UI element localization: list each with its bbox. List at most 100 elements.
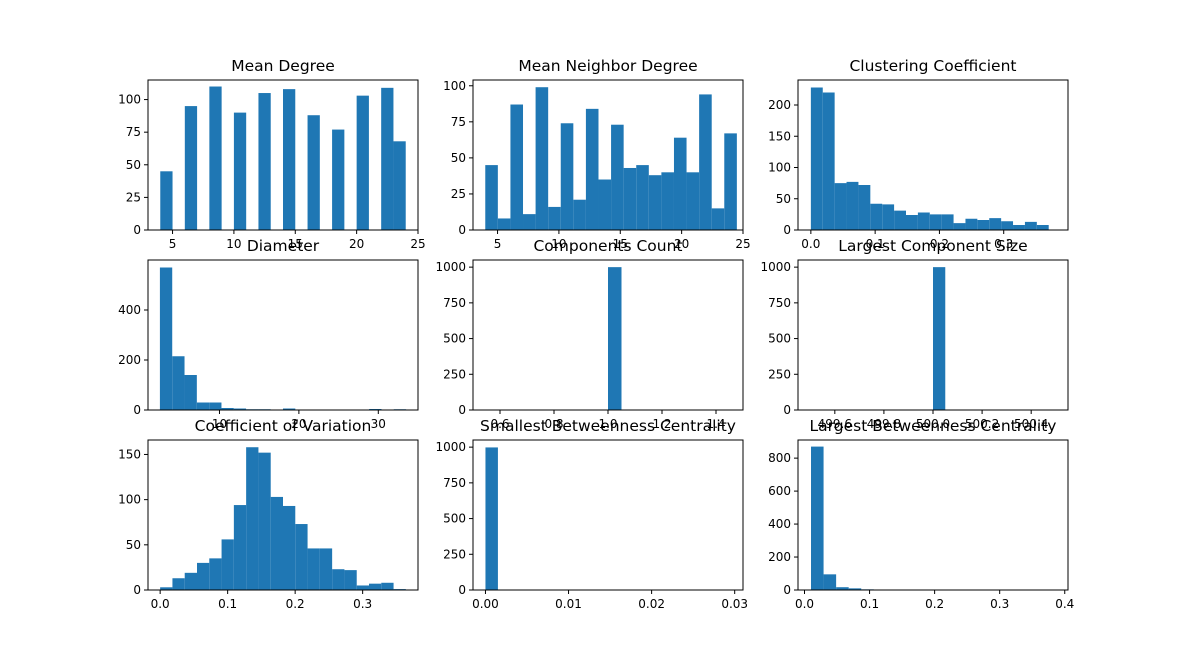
- bar: [159, 267, 173, 410]
- bar: [283, 505, 296, 590]
- bar: [811, 446, 824, 590]
- bar: [332, 129, 345, 230]
- bar: [356, 585, 369, 590]
- y-tick-label: 250: [768, 367, 791, 381]
- x-tick-label: 0.00: [472, 597, 499, 611]
- bar: [184, 572, 197, 590]
- bar: [608, 267, 622, 410]
- subplot-title: Mean Neighbor Degree: [518, 57, 697, 75]
- y-tick-label: 150: [118, 447, 141, 461]
- bar: [977, 220, 990, 230]
- y-tick-label: 1000: [435, 440, 466, 454]
- x-tick-label: 15: [288, 237, 303, 251]
- bar: [933, 267, 946, 410]
- y-tick-label: 50: [126, 538, 141, 552]
- bar: [209, 402, 222, 410]
- bar: [197, 562, 210, 590]
- bar: [523, 214, 536, 230]
- x-tick-label: 25: [735, 237, 750, 251]
- x-tick-label: 0.4: [1055, 597, 1074, 611]
- subplot-1: 5 10 15 20 25 0 25 50 75 100 Mean Degree: [118, 57, 426, 251]
- axes-frame: [797, 439, 1069, 591]
- bar: [560, 123, 574, 230]
- y-tick-label: 100: [768, 161, 791, 175]
- y-tick-label: 75: [451, 115, 466, 129]
- x-tick-label: 0.1: [866, 237, 885, 251]
- bar: [611, 124, 624, 230]
- y-tick-label: 0: [783, 583, 791, 597]
- x-tick-label: 0.0: [151, 597, 170, 611]
- bar: [823, 574, 837, 590]
- y-tick-label: 400: [118, 303, 141, 317]
- y-tick-label: 0: [133, 223, 141, 237]
- bar: [510, 104, 524, 230]
- axes-frame: [147, 259, 419, 411]
- y-tick-label: 250: [443, 547, 466, 561]
- y-tick-label: 25: [451, 187, 466, 201]
- bar: [381, 87, 394, 230]
- x-tick-label: 10: [226, 237, 241, 251]
- x-tick-label: 20: [349, 237, 364, 251]
- bar: [196, 402, 210, 410]
- x-tick-label: 0.0: [795, 597, 814, 611]
- bar: [233, 505, 247, 590]
- y-tick-label: 50: [126, 158, 141, 172]
- subplot-title: Largest Betweenness Centrality: [810, 417, 1057, 435]
- y-tick-label: 50: [776, 192, 791, 206]
- x-tick-label: 0.03: [721, 597, 748, 611]
- bar: [283, 408, 296, 410]
- y-tick-label: 250: [443, 367, 466, 381]
- bar: [810, 87, 823, 230]
- y-tick-label: 600: [768, 484, 791, 498]
- x-tick-label: 1.0: [598, 417, 617, 431]
- bar: [686, 172, 700, 230]
- x-tick-label: 20: [291, 417, 306, 431]
- bar: [870, 203, 883, 230]
- bar: [585, 108, 599, 230]
- bar: [295, 524, 308, 590]
- subplot-title: Diameter: [247, 237, 320, 255]
- x-tick-label: 10: [551, 237, 566, 251]
- bar: [497, 218, 511, 230]
- subplot-7: 0.0 0.1 0.2 0.3 0 50 100 150 Coefficient of Vari…: [118, 417, 419, 611]
- bar: [344, 570, 357, 590]
- y-tick-label: 0: [458, 583, 466, 597]
- bar: [319, 548, 333, 590]
- bar: [846, 181, 859, 231]
- x-tick-label: 1.4: [706, 417, 725, 431]
- bar: [184, 106, 198, 230]
- y-tick-label: 400: [768, 517, 791, 531]
- bar: [233, 408, 247, 410]
- y-tick-label: 0: [133, 403, 141, 417]
- bar: [1024, 221, 1037, 231]
- subplot-5: 0.6 0.8 1.0 1.2 1.4 0 250 500 750 1000 Components …: [435, 237, 744, 431]
- bar: [258, 93, 271, 230]
- x-tick-label: 0.2: [286, 597, 305, 611]
- x-tick-label: 0.3: [994, 237, 1013, 251]
- x-tick-label: 0.02: [638, 597, 665, 611]
- subplot-title: Mean Degree: [231, 57, 335, 75]
- bar: [894, 210, 906, 231]
- x-tick-label: 0.01: [555, 597, 582, 611]
- y-tick-label: 150: [768, 129, 791, 143]
- x-tick-label: 0.3: [990, 597, 1009, 611]
- y-tick-label: 750: [768, 296, 791, 310]
- bar: [221, 408, 234, 410]
- subplot-6: 499.6 499.8 500.0 500.2 500.4 0 250 500 750 1000 L…: [760, 237, 1069, 431]
- x-tick-label: 15: [613, 237, 628, 251]
- y-tick-label: 0: [458, 403, 466, 417]
- x-tick-label: 0.1: [860, 597, 879, 611]
- subplot-title: Largest Component Size: [838, 237, 1027, 255]
- bar: [648, 175, 662, 230]
- y-tick-label: 50: [451, 151, 466, 165]
- x-tick-label: 0.8: [544, 417, 563, 431]
- bar: [535, 87, 549, 231]
- x-tick-label: 0.6: [490, 417, 509, 431]
- bar: [307, 115, 320, 230]
- bar: [221, 539, 234, 590]
- x-tick-label: 500.4: [1014, 417, 1048, 431]
- bar: [184, 375, 197, 410]
- subplot-title: Clustering Coefficient: [849, 57, 1016, 75]
- bar: [882, 204, 895, 231]
- bar: [989, 218, 1002, 231]
